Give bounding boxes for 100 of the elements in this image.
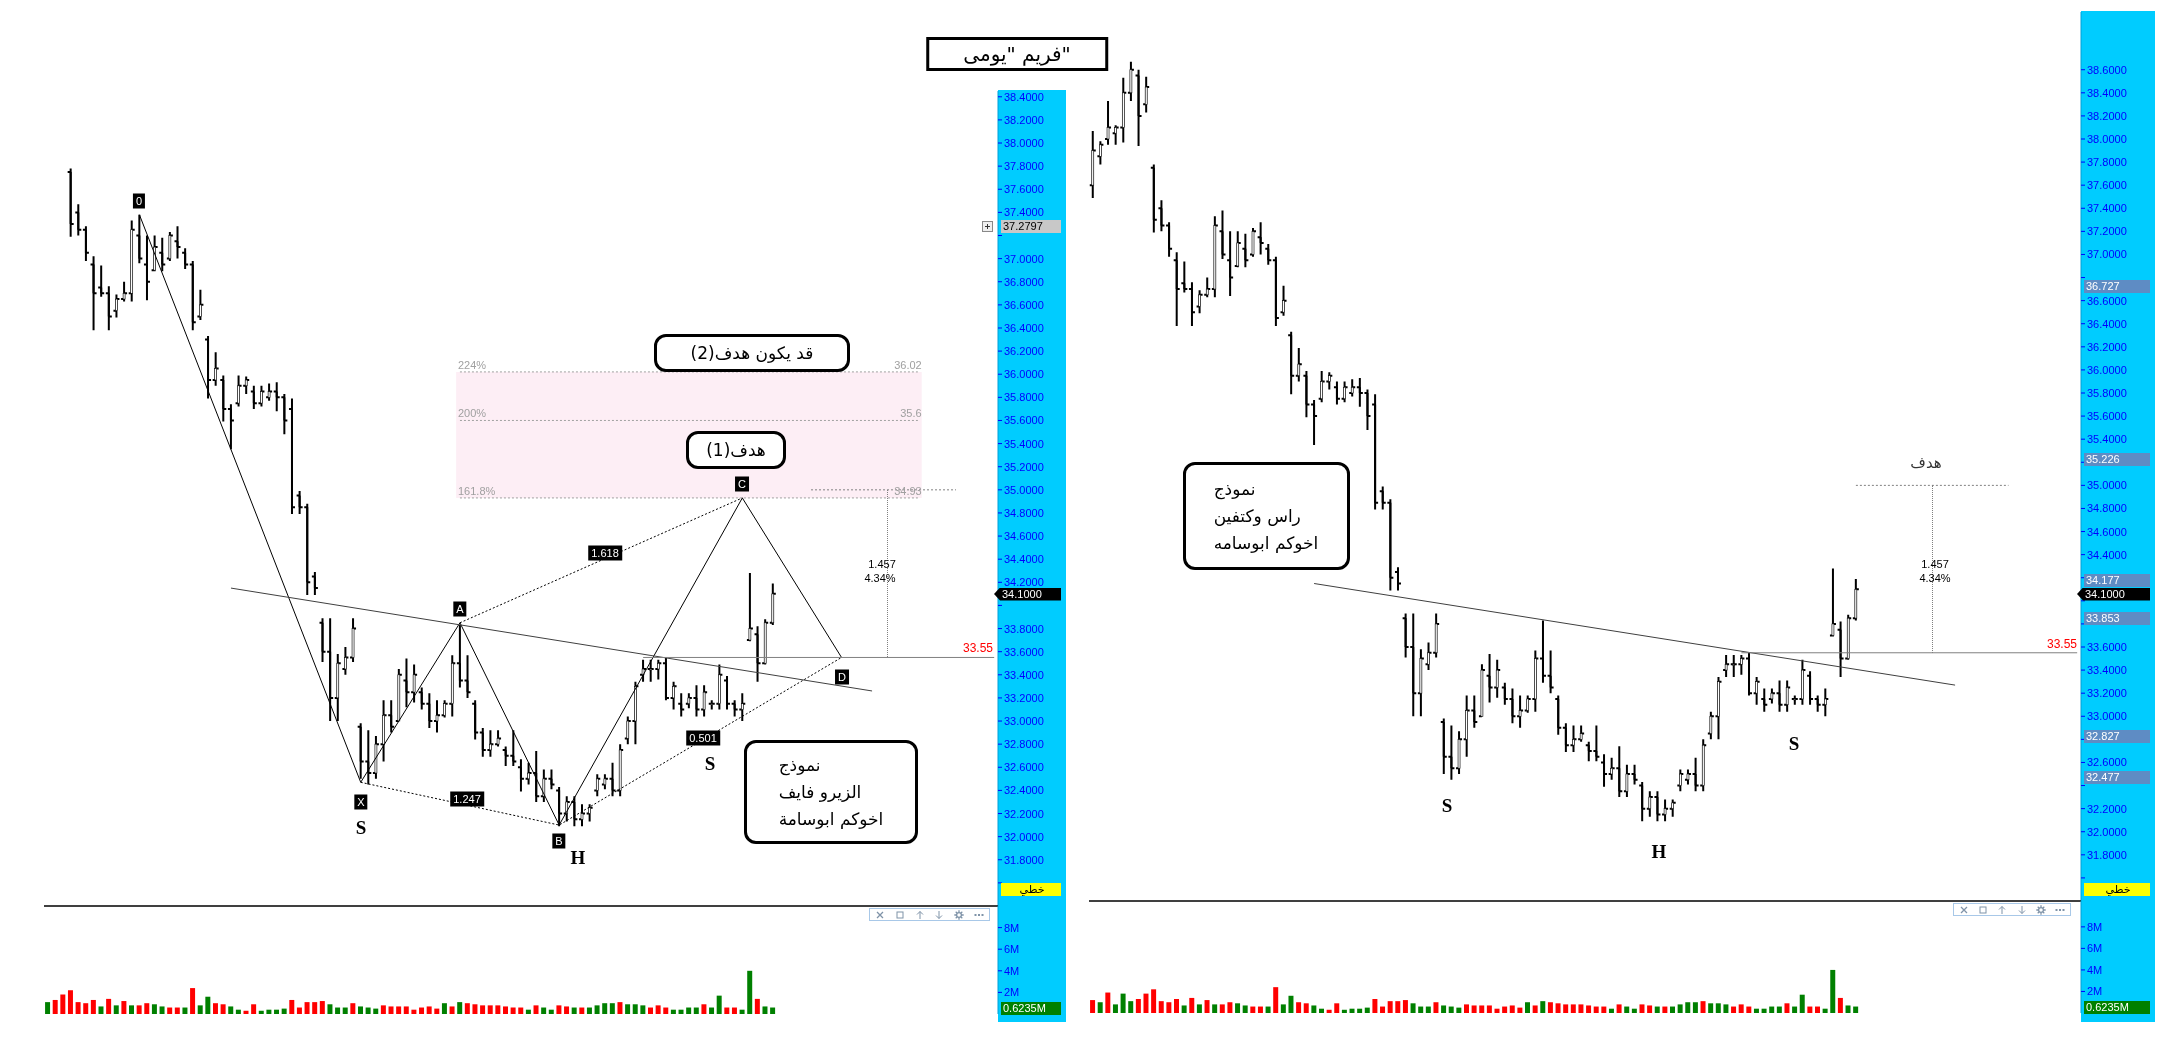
y-tick-label: 34.6000 — [1004, 530, 1044, 543]
bar — [1700, 1001, 1706, 1013]
y-tick-label: 36.8000 — [1004, 275, 1044, 288]
y-tick-label: 34.6000 — [2087, 525, 2127, 538]
bar — [1670, 1006, 1676, 1013]
bar — [1212, 1004, 1218, 1013]
y-tick-label: 37.8000 — [2087, 156, 2127, 169]
callout-box: نموذج الزيرو فايف اخوكم ابوسامة — [744, 740, 918, 844]
bar — [762, 1006, 768, 1014]
bar — [274, 1009, 280, 1014]
y-tick-label: 31.8000 — [1004, 853, 1044, 866]
bar — [747, 970, 753, 1014]
bar — [1578, 1004, 1584, 1013]
ref-line-label: 36.02 — [894, 358, 922, 372]
bar — [686, 1007, 692, 1014]
bar — [1586, 1005, 1592, 1013]
bar — [380, 1005, 386, 1014]
bar — [1692, 1002, 1698, 1013]
bar — [1326, 1009, 1332, 1013]
y-tick-label: 8M — [1004, 921, 1020, 934]
bar — [1349, 1008, 1355, 1013]
bar — [441, 1003, 447, 1014]
bar — [632, 1004, 638, 1014]
bar — [1120, 993, 1126, 1013]
bar — [396, 1006, 402, 1014]
bar — [678, 1009, 684, 1014]
annotation: S — [1441, 795, 1453, 816]
bar — [1433, 1002, 1439, 1013]
y-tick-label: 34.2000 — [1004, 576, 1044, 589]
y-tick-label: 4M — [2087, 963, 2103, 976]
bar — [1242, 1005, 1248, 1013]
annotation: 33.55 — [2046, 636, 2077, 651]
annotation: H — [570, 847, 586, 868]
text: 32.477 — [2084, 770, 2150, 784]
y-tick-label: 32.0000 — [2087, 825, 2127, 838]
bar — [1601, 1006, 1607, 1013]
y-tick-label: 38.0000 — [2087, 133, 2127, 145]
bar — [586, 1007, 592, 1014]
bar — [342, 1007, 348, 1014]
bar — [113, 1005, 119, 1014]
bar — [1738, 1004, 1744, 1013]
annotation: C — [735, 476, 749, 492]
bar — [648, 1007, 653, 1014]
bar — [1303, 1003, 1309, 1013]
y-tick-label: 35.0000 — [1004, 483, 1044, 496]
bar — [533, 1005, 539, 1014]
bar — [1654, 1006, 1660, 1013]
y-tick-label: 37.2000 — [2087, 225, 2127, 238]
bar — [1387, 1001, 1393, 1013]
bar — [701, 1004, 707, 1014]
text: 34.1000 — [994, 587, 1061, 601]
bar — [45, 1002, 51, 1014]
y-tick-label: 33.4000 — [1004, 668, 1044, 681]
bar — [90, 999, 96, 1014]
ref-line-label: 34.93 — [894, 484, 922, 498]
bar — [258, 1010, 264, 1014]
bar — [1219, 1004, 1225, 1013]
bar — [472, 1004, 478, 1014]
annotation: 161.8% — [458, 484, 496, 498]
bar — [419, 1007, 425, 1014]
bar — [212, 1003, 218, 1014]
annotation: S — [355, 817, 367, 838]
y-tick-label: 35.8000 — [1004, 391, 1044, 404]
bar — [1257, 1006, 1263, 1013]
y-tick-label: 36.2000 — [1004, 345, 1044, 358]
bar — [709, 1007, 715, 1014]
y-tick-label: 36.6000 — [2087, 294, 2127, 307]
bar — [205, 996, 211, 1014]
y-tick-label: 33.2000 — [2087, 687, 2127, 700]
bar — [1227, 1002, 1233, 1013]
bar — [1395, 1001, 1401, 1013]
bar — [1196, 1004, 1202, 1013]
bar — [1265, 1006, 1271, 1013]
text: 35.226 — [2084, 452, 2150, 466]
bar — [197, 1005, 203, 1014]
y-tick-label: 2M — [1004, 986, 1020, 999]
bar — [426, 1006, 432, 1014]
y-tick-label: 6M — [1004, 943, 1020, 956]
bar — [1486, 1005, 1492, 1013]
bar — [1463, 1004, 1469, 1013]
annotation: 0 — [132, 193, 146, 209]
bar — [1753, 1008, 1759, 1013]
y-tick-label: 33.2000 — [1004, 691, 1044, 704]
y-tick-label: 35.8000 — [2087, 387, 2127, 399]
bar — [1273, 987, 1279, 1013]
callout-box: هدف(1) — [686, 431, 786, 469]
bar — [571, 1007, 577, 1014]
y-tick-label: 35.0000 — [2087, 479, 2127, 492]
bar — [1837, 997, 1843, 1013]
bar — [1776, 1006, 1782, 1013]
bar — [770, 1007, 776, 1014]
bar — [1792, 1006, 1798, 1013]
bar — [1128, 1001, 1134, 1013]
annotation: S — [1788, 733, 1800, 754]
annotation: 1.457 — [1921, 557, 1949, 571]
y-tick-label: 33.0000 — [2087, 710, 2127, 723]
y-tick-label: 37.6000 — [2087, 179, 2127, 192]
bar — [296, 1007, 302, 1014]
bar — [579, 1007, 585, 1014]
bar — [83, 1003, 89, 1014]
